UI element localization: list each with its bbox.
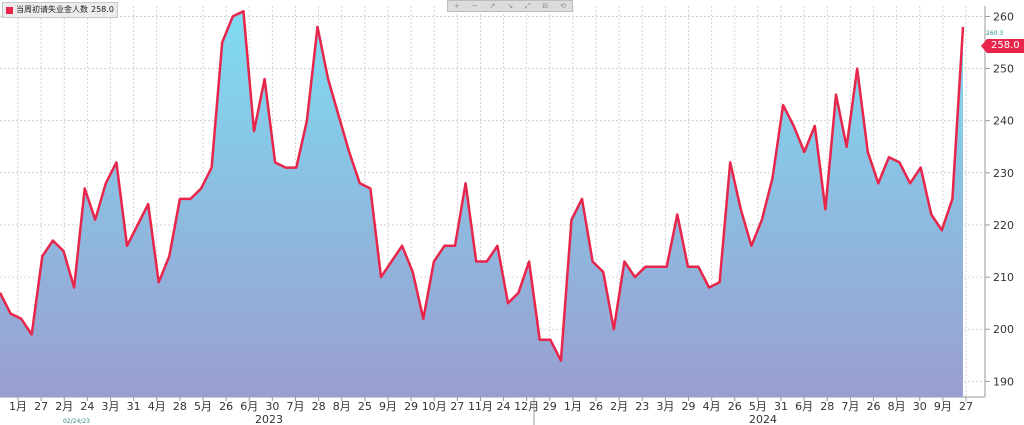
collapse-icon[interactable]: ⊟ — [542, 1, 549, 10]
x-tick-label: 5月 — [194, 400, 212, 413]
expand-icon[interactable]: ⤢ — [524, 1, 531, 10]
y-tick-label: 250 — [993, 63, 1014, 76]
chart-toolbar[interactable]: + ~ ↗ ↘ ⤢ ⊟ ⟲ — [447, 0, 573, 12]
series-line — [0, 9, 965, 362]
line-tool-icon[interactable]: ~ — [471, 1, 478, 10]
x-tick-label: 27 — [34, 400, 48, 413]
legend[interactable]: 当周初请失业金人数 258.0 — [2, 2, 118, 18]
x-tick-label: 10月 — [422, 400, 447, 413]
x-tick-label: 26 — [589, 400, 603, 413]
x-tick-label: 25 — [358, 400, 372, 413]
last-value-badge: 258.0 — [981, 39, 1024, 53]
x-tick-label: 6月 — [240, 400, 258, 413]
legend-value: 258.0 — [91, 5, 114, 14]
x-tick-label: 11月 — [468, 400, 493, 413]
y-tick-label: 220 — [993, 219, 1014, 232]
x-tick-label: 8月 — [333, 400, 351, 413]
cursor-date-label: 02/24/23 — [63, 418, 90, 425]
x-tick-label: 4月 — [703, 400, 721, 413]
x-tick-label: 1月 — [564, 400, 582, 413]
trend-down-icon[interactable]: ↘ — [507, 1, 514, 10]
x-tick-label: 24 — [80, 400, 94, 413]
x-tick-label: 2月 — [610, 400, 628, 413]
y-axis: 190 200 210 220 230 240 250 260 — [985, 10, 1014, 388]
x-tick-label: 12月 — [514, 400, 539, 413]
y-tick-label: 260 — [993, 10, 1014, 23]
trend-up-icon[interactable]: ↗ — [489, 1, 496, 10]
legend-swatch — [6, 6, 13, 14]
y-tick-label: 190 — [993, 375, 1014, 388]
x-year-label: 2023 — [255, 413, 283, 425]
x-tick-label: 31 — [774, 400, 788, 413]
reset-icon[interactable]: ⟲ — [560, 1, 567, 10]
x-tick-label: 29 — [404, 400, 418, 413]
x-tick-label: 28 — [173, 400, 187, 413]
max-value-marker: 260.3 — [986, 30, 1004, 37]
x-tick-label: 4月 — [148, 400, 166, 413]
y-tick-label: 230 — [993, 167, 1014, 180]
y-tick-label: 240 — [993, 115, 1014, 128]
x-tick-label: 7月 — [841, 400, 859, 413]
x-tick-label: 27 — [959, 400, 973, 413]
y-tick-label: 200 — [993, 323, 1014, 336]
x-tick-label: 31 — [127, 400, 141, 413]
x-tick-label: 28 — [312, 400, 326, 413]
x-tick-label: 27 — [450, 400, 464, 413]
x-tick-label: 26 — [867, 400, 881, 413]
x-tick-label: 9月 — [934, 400, 952, 413]
x-tick-label: 7月 — [286, 400, 304, 413]
x-tick-label: 24 — [497, 400, 511, 413]
x-tick-label: 9月 — [379, 400, 397, 413]
x-tick-label: 26 — [219, 400, 233, 413]
y-tick-label: 210 — [993, 271, 1014, 284]
x-tick-label: 28 — [820, 400, 834, 413]
x-tick-label: 2月 — [55, 400, 73, 413]
x-year-label: 2024 — [749, 413, 777, 425]
x-tick-label: 29 — [682, 400, 696, 413]
x-tick-label: 3月 — [101, 400, 119, 413]
x-tick-label: 5月 — [749, 400, 767, 413]
x-tick-label: 26 — [728, 400, 742, 413]
x-tick-label: 29 — [543, 400, 557, 413]
legend-label: 当周初请失业金人数 — [16, 5, 88, 14]
x-tick-label: 6月 — [795, 400, 813, 413]
series-area — [0, 11, 963, 397]
x-axis: 1月 27 2月 24 3月 31 4月 28 5月 26 6月 30 7月 28 8月 25 9月 29 10月 2… — [9, 397, 973, 425]
x-tick-label: 30 — [265, 400, 279, 413]
x-tick-label: 30 — [913, 400, 927, 413]
x-tick-label: 23 — [635, 400, 649, 413]
x-tick-label: 3月 — [656, 400, 674, 413]
zoom-in-icon[interactable]: + — [453, 1, 460, 10]
x-tick-label: 8月 — [888, 400, 906, 413]
x-tick-label: 1月 — [9, 400, 27, 413]
